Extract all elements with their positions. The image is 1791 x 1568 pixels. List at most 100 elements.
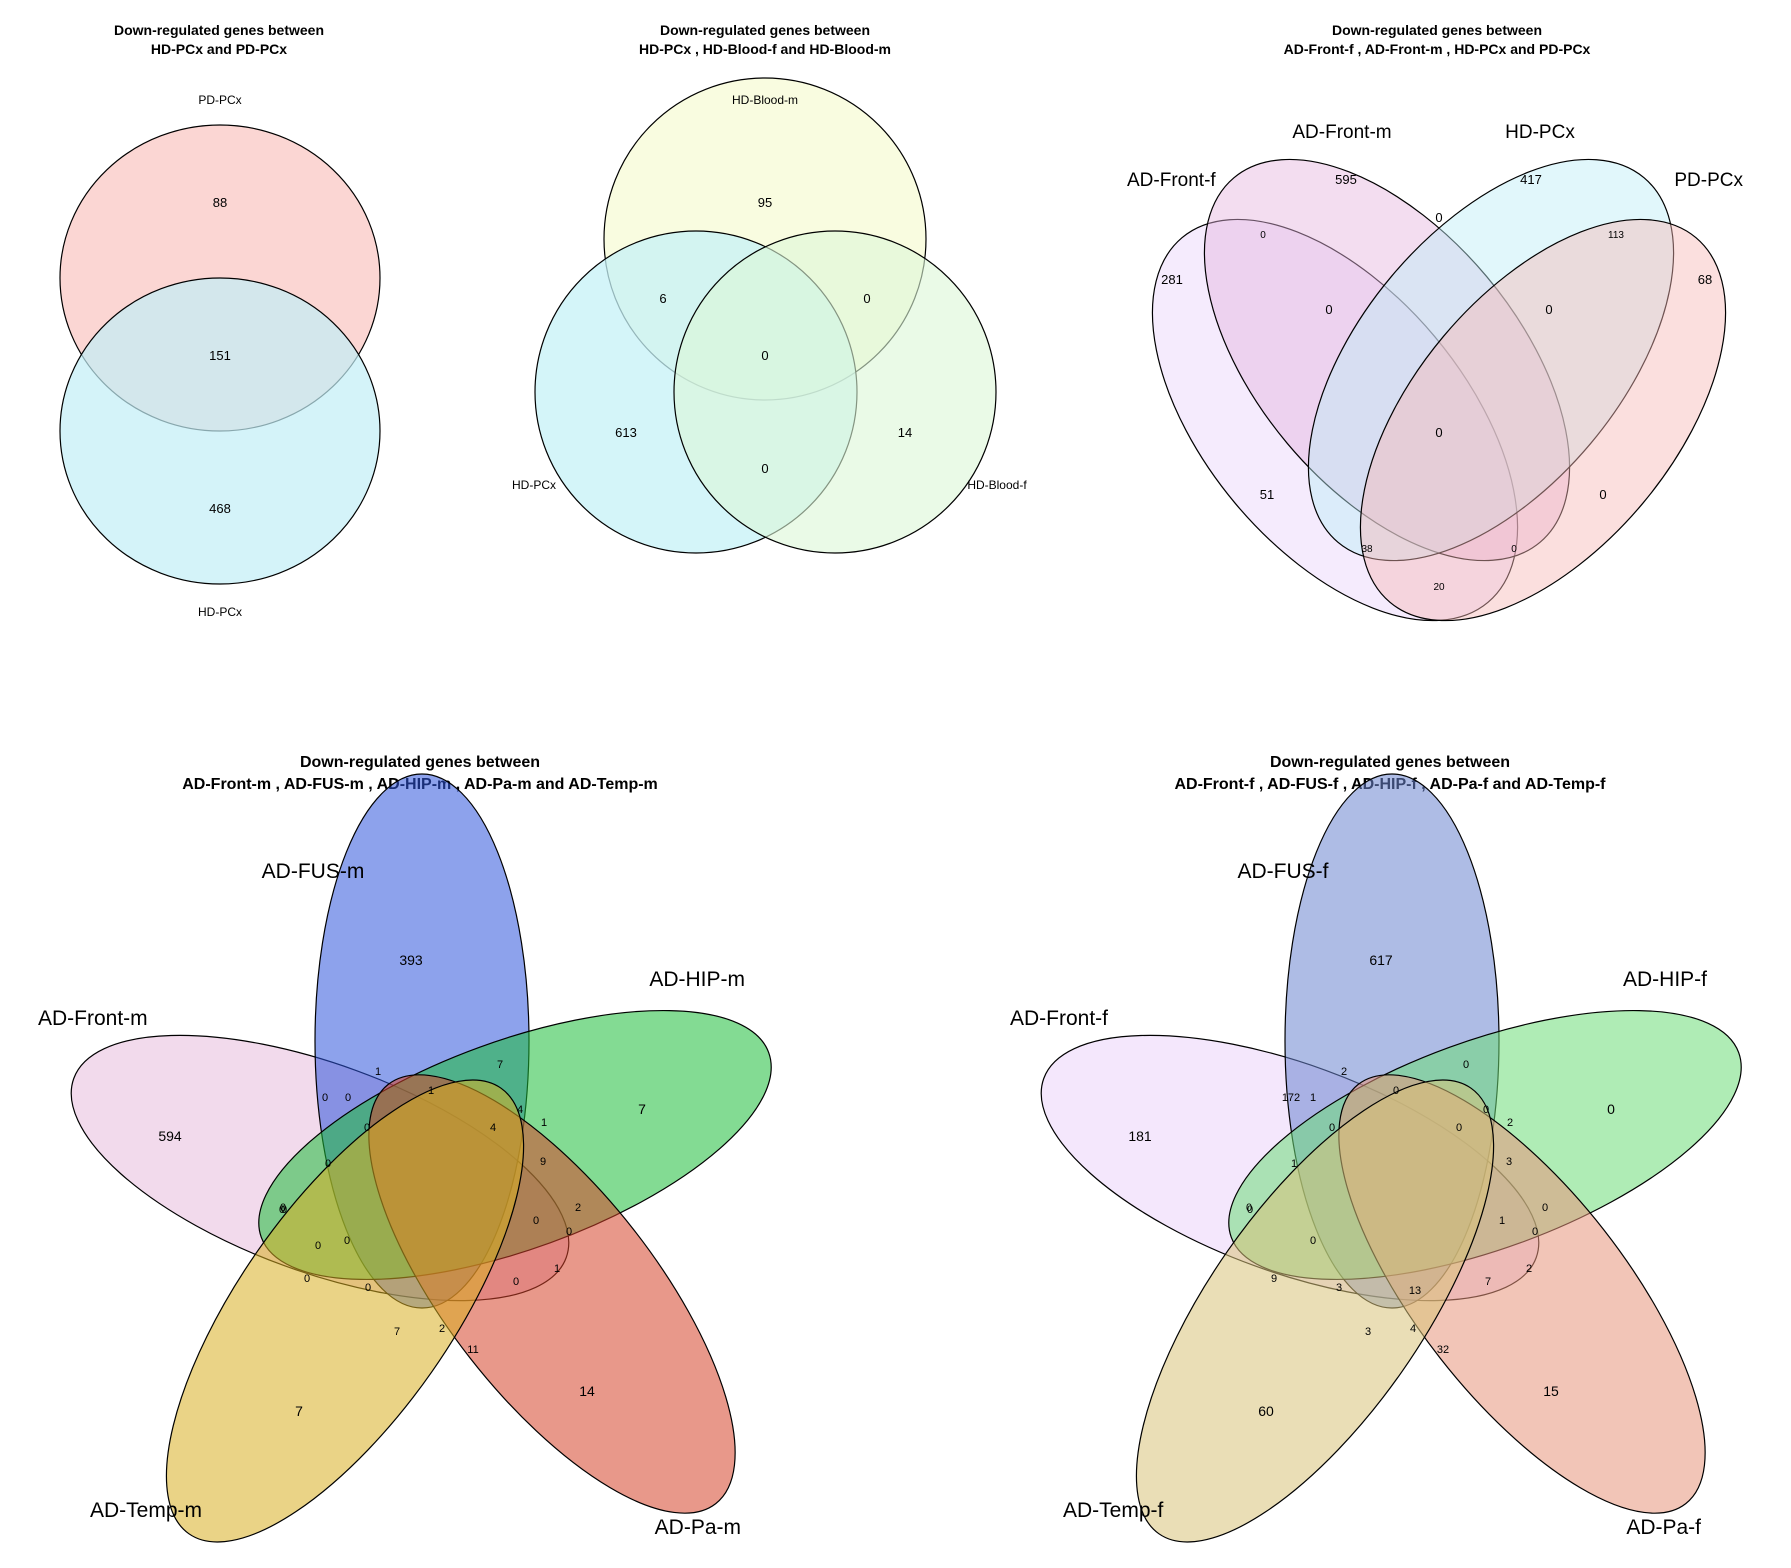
region-count: 60 <box>1258 1403 1274 1419</box>
region-count: 417 <box>1520 172 1542 187</box>
set-ellipse-hd-pcx <box>59 277 381 585</box>
region-count: 1 <box>375 1066 381 1078</box>
region-count: 2 <box>1341 1066 1347 1078</box>
region-count: 0 <box>1325 302 1332 317</box>
region-count: 0 <box>304 1273 310 1285</box>
region-count: 151 <box>209 348 231 363</box>
set-ellipse-ad-temp-m <box>165 1079 525 1543</box>
region-count: 1 <box>554 1263 560 1275</box>
region-count: 0 <box>1247 1204 1253 1216</box>
set-label-ad-front-m: AD-Front-m <box>1292 122 1391 143</box>
region-count: 393 <box>399 952 423 968</box>
diagram-title: Down-regulated genes between <box>300 754 540 771</box>
region-count: 95 <box>758 195 772 210</box>
region-count: 0 <box>1329 1122 1335 1134</box>
region-count: 595 <box>1335 172 1357 187</box>
region-count: 0 <box>1246 1202 1252 1214</box>
set-label-ad-temp-f: AD-Temp-f <box>1063 1499 1164 1522</box>
set-label-hd-pcx: HD-PCx <box>198 605 242 619</box>
region-count: 2 <box>1507 1117 1513 1129</box>
region-count: 11 <box>467 1344 478 1356</box>
region-count: 3 <box>1506 1156 1512 1168</box>
region-count: 0 <box>863 291 870 306</box>
set-label-ad-fus-f: AD-FUS-f <box>1238 860 1329 883</box>
region-count: 0 <box>1393 1085 1399 1097</box>
diagram-title-line2: HD-PCx and PD-PCx <box>151 41 287 57</box>
venn-diagram-ad-front-hd-pd: Down-regulated genes between AD-Front-f … <box>1127 22 1743 622</box>
diagram-title: Down-regulated genes between <box>1332 22 1542 38</box>
set-label-hd-pcx: HD-PCx <box>512 478 556 492</box>
region-count: 0 <box>325 1158 331 1170</box>
region-count: 3 <box>1365 1326 1371 1338</box>
region-count: 0 <box>280 1202 286 1214</box>
region-count: 0 <box>322 1092 328 1104</box>
set-label-hd-blood-m: HD-Blood-m <box>732 93 798 107</box>
set-label-ad-front-m: AD-Front-m <box>38 1007 148 1030</box>
region-count: 0 <box>1456 1122 1462 1134</box>
region-count: 181 <box>1128 1128 1152 1144</box>
region-count: 4 <box>1410 1323 1416 1335</box>
region-count: 2 <box>439 1323 445 1335</box>
set-label-ad-fus-m: AD-FUS-m <box>262 860 365 883</box>
region-count: 0 <box>1607 1101 1615 1117</box>
region-count: 32 <box>1437 1344 1449 1356</box>
region-count: 20 <box>1433 582 1445 593</box>
set-ellipse-ad-temp-f <box>1135 1079 1495 1543</box>
venn-diagram-ad-male-5set: Down-regulated genes between AD-Front-m … <box>38 754 772 1543</box>
region-count: 1 <box>1499 1215 1505 1227</box>
diagram-title: Down-regulated genes between <box>114 22 324 38</box>
region-count: 9 <box>1271 1273 1277 1285</box>
region-count: 7 <box>638 1101 646 1117</box>
set-circle-hd-blood-f <box>673 230 997 554</box>
venn-diagram-hd-pcx-pd-pcx: Down-regulated genes between HD-PCx and … <box>59 22 381 619</box>
region-count: 0 <box>315 1240 321 1252</box>
region-count: 1 <box>1291 1158 1297 1170</box>
region-count: 7 <box>1485 1276 1491 1288</box>
region-count: 0 <box>364 1122 370 1134</box>
region-count: 0 <box>1310 1235 1316 1247</box>
set-label-hd-pcx: HD-PCx <box>1505 122 1575 143</box>
region-count: 0 <box>345 1092 351 1104</box>
region-count: 38 <box>1361 544 1373 555</box>
set-label-ad-front-f: AD-Front-f <box>1010 1007 1108 1030</box>
region-count: 0 <box>1511 544 1517 555</box>
region-count: 0 <box>513 1276 519 1288</box>
diagram-title-line2: AD-Front-f , AD-Front-m , HD-PCx and PD-… <box>1284 41 1591 57</box>
region-count: 0 <box>1599 487 1606 502</box>
region-count: 468 <box>209 501 231 516</box>
region-count: 9 <box>540 1156 546 1168</box>
region-count: 3 <box>1336 1282 1342 1294</box>
region-count: 0 <box>761 461 768 476</box>
region-count: 172 <box>1282 1092 1300 1104</box>
set-ellipse-pd-pcx <box>1359 218 1727 622</box>
set-ellipse-ad-front-m <box>1203 158 1571 562</box>
region-count: 0 <box>1435 425 1442 440</box>
region-count: 0 <box>566 1226 572 1238</box>
region-count: 113 <box>1608 230 1624 241</box>
region-count: 1 <box>541 1117 547 1129</box>
region-count: 0 <box>761 348 768 363</box>
region-count: 14 <box>579 1383 595 1399</box>
diagram-title: Down-regulated genes between <box>660 22 870 38</box>
region-count: 594 <box>158 1128 182 1144</box>
region-count: 0 <box>1435 210 1442 225</box>
region-count: 7 <box>394 1326 400 1338</box>
region-count: 0 <box>279 1204 285 1216</box>
region-count: 0 <box>533 1215 539 1227</box>
region-count: 613 <box>615 425 637 440</box>
region-count: 4 <box>490 1122 496 1134</box>
region-count: 7 <box>295 1403 303 1419</box>
region-count: 13 <box>1409 1285 1421 1297</box>
region-count: 68 <box>1698 272 1712 287</box>
region-count: 1 <box>1310 1092 1316 1104</box>
region-count: 0 <box>1545 302 1552 317</box>
set-label-ad-pa-f: AD-Pa-f <box>1626 1516 1701 1539</box>
region-count: 617 <box>1369 952 1393 968</box>
region-count: 1 <box>428 1085 434 1097</box>
region-count: 6 <box>659 291 666 306</box>
venn-diagram-ad-female-5set: Down-regulated genes between AD-Front-f … <box>1010 754 1742 1543</box>
region-count: 0 <box>281 1204 287 1216</box>
region-count: 0 <box>1483 1104 1489 1116</box>
region-count: 88 <box>213 195 227 210</box>
